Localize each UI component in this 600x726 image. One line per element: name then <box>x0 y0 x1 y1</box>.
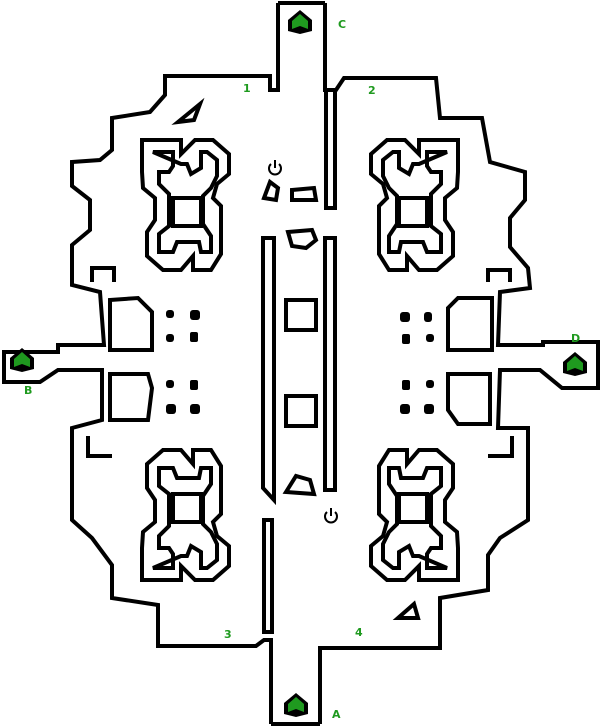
base-label-c: C <box>338 18 347 31</box>
upper-left-wedge <box>171 97 205 125</box>
central-upper-divider <box>324 90 337 210</box>
room-lower-left-inner <box>152 466 219 570</box>
power-up-icon[interactable] <box>266 158 284 176</box>
left-mid-room-bottom <box>108 372 155 422</box>
lower-right-wedge <box>392 600 421 620</box>
central-lower-divider <box>262 518 274 634</box>
bracket-lower-left <box>86 436 112 458</box>
base-c-icon[interactable] <box>287 9 313 35</box>
room-lower-right-outer <box>369 448 460 582</box>
bracket-upper-left <box>90 266 116 282</box>
base-d-icon[interactable] <box>562 351 588 377</box>
base-label-a: A <box>332 708 341 721</box>
central-block-bottom <box>284 394 318 428</box>
base-a-icon[interactable] <box>283 692 309 718</box>
pillars <box>166 310 434 414</box>
outer-wall-right <box>318 3 600 724</box>
base-label-d: D <box>571 332 581 345</box>
base-b-icon[interactable] <box>9 347 35 373</box>
left-mid-room-top <box>108 295 154 352</box>
right-mid-room-bottom <box>446 372 492 426</box>
central-blob-left <box>261 178 281 203</box>
power-up-icon[interactable] <box>322 506 340 524</box>
central-block-top <box>284 298 318 332</box>
room-lower-right-inner <box>381 466 448 570</box>
room-upper-left-core <box>171 196 203 228</box>
central-bump-top <box>285 227 319 251</box>
base-label-b: B <box>24 384 33 397</box>
spawn-label-3: 3 <box>224 628 232 641</box>
room-upper-right-outer <box>369 138 460 272</box>
central-wall-right <box>323 236 337 492</box>
outer-wall-left <box>2 3 280 724</box>
central-pill <box>290 185 319 202</box>
spawn-label-4: 4 <box>355 626 363 639</box>
central-bump-bottom <box>282 473 317 497</box>
room-lower-left-core <box>171 492 203 524</box>
bracket-lower-right <box>488 436 514 458</box>
room-upper-right-inner <box>381 150 448 254</box>
bracket-upper-right <box>486 268 512 282</box>
room-lower-right-core <box>397 492 429 524</box>
central-wall-left <box>261 236 276 506</box>
room-upper-left-inner <box>152 150 219 254</box>
spawn-label-2: 2 <box>368 84 376 97</box>
right-mid-room-top <box>446 296 494 352</box>
room-lower-left-outer <box>140 448 231 582</box>
room-upper-left-outer <box>140 138 231 272</box>
room-upper-right-core <box>397 196 429 228</box>
spawn-label-1: 1 <box>243 82 251 95</box>
